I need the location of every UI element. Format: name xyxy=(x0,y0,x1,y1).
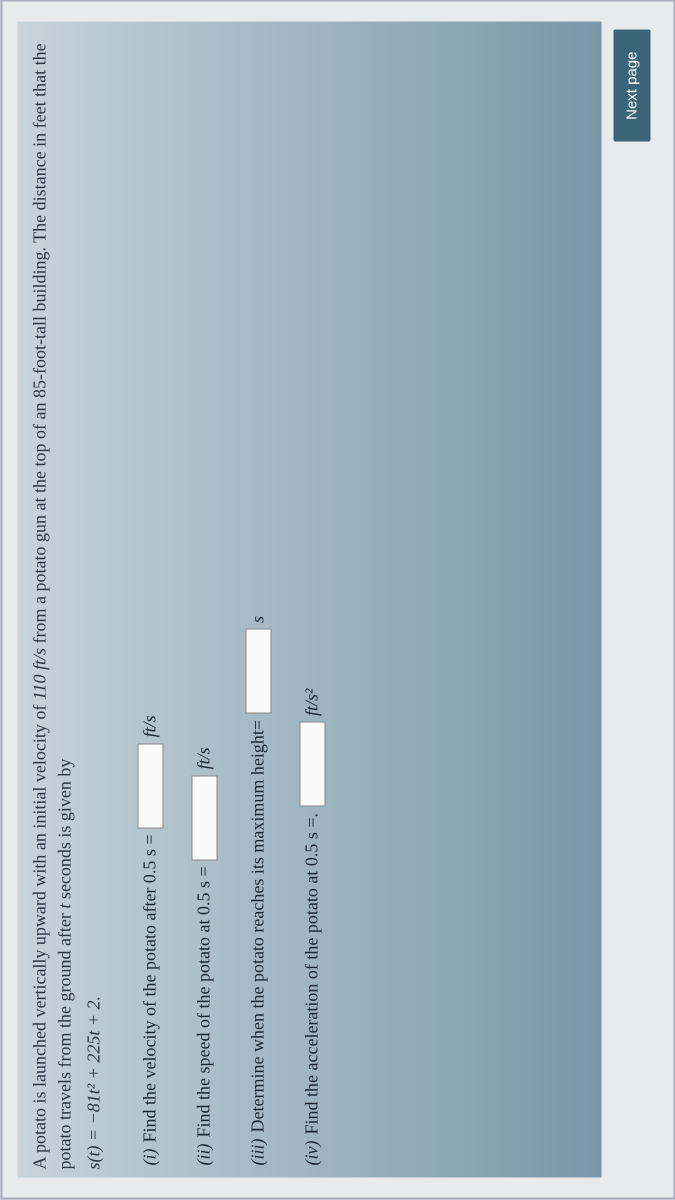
question-4: (iv) Find the acceleration of the potato… xyxy=(299,34,325,1166)
q1-unit: ft/s xyxy=(140,715,161,737)
intro-text-1: A potato is launched vertically upward w… xyxy=(30,700,50,1169)
problem-page: A potato is launched vertically upward w… xyxy=(1,0,675,1200)
nav-footer: Next page xyxy=(602,22,659,1178)
q2-unit: ft/s xyxy=(194,747,215,769)
q3-roman: (iii) xyxy=(248,1139,269,1166)
next-page-button[interactable]: Next page xyxy=(614,30,651,142)
question-1: (i) Find the velocity of the potato afte… xyxy=(137,34,163,1166)
q2-roman: (ii) xyxy=(194,1144,215,1166)
intro-text-2: from a potato gun at the top of an xyxy=(30,398,50,648)
position-equation: s(t) = −81t² + 225t + 2. xyxy=(82,30,107,1170)
q2-answer-input[interactable] xyxy=(191,775,217,860)
time-variable: t xyxy=(55,904,75,909)
question-2: (ii) Find the speed of the potato at 0.5… xyxy=(191,34,217,1166)
q1-text: Find the velocity of the potato after 0.… xyxy=(140,834,161,1142)
intro-text-4: seconds is given by xyxy=(55,759,75,904)
q4-unit: ft/s² xyxy=(302,689,323,716)
q2-text: Find the speed of the potato at 0.5 s = xyxy=(194,866,215,1137)
problem-statement: A potato is launched vertically upward w… xyxy=(18,22,118,1178)
initial-velocity-value: 110 ft/s xyxy=(30,648,50,700)
q4-text: Find the acceleration of the potato at 0… xyxy=(302,813,323,1135)
q1-roman: (i) xyxy=(140,1149,161,1166)
q4-roman: (iv) xyxy=(302,1141,323,1166)
q3-answer-input[interactable] xyxy=(245,629,271,714)
q4-answer-input[interactable] xyxy=(299,722,325,807)
building-height: 85-foot-tall building. xyxy=(30,247,50,398)
question-3: (iii) Determine when the potato reaches … xyxy=(245,34,271,1166)
q3-text: Determine when the potato reaches its ma… xyxy=(248,720,269,1133)
q1-answer-input[interactable] xyxy=(137,743,163,828)
q3-unit: s xyxy=(248,616,269,623)
question-list: (i) Find the velocity of the potato afte… xyxy=(117,22,601,1178)
